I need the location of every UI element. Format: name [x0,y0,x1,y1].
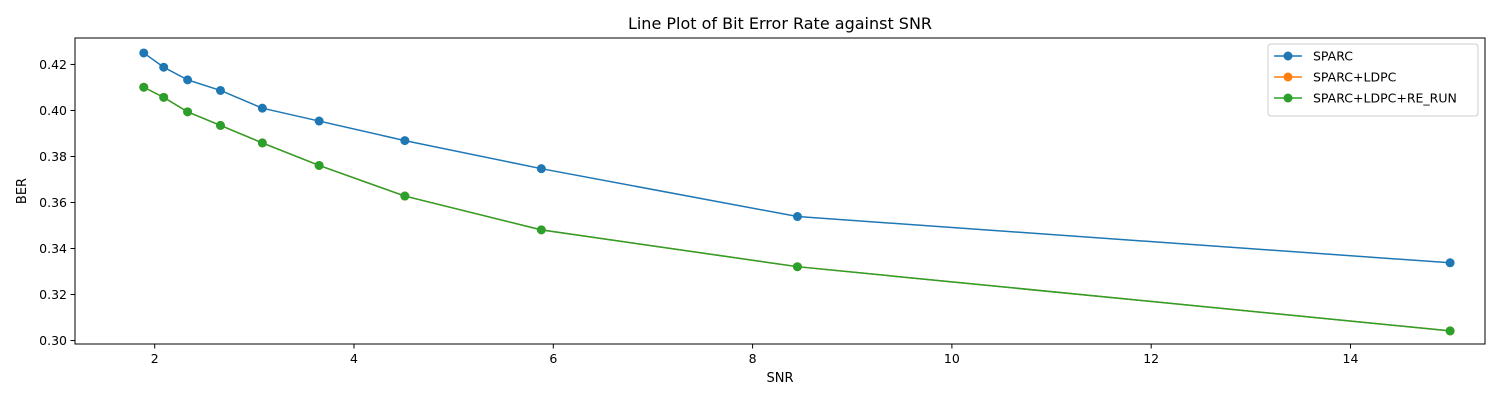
y-tick-label: 0.40 [39,103,67,118]
data-point-sparc-ldpc-re-run [1445,326,1455,336]
y-tick-label: 0.34 [39,241,67,256]
data-point-sparc [183,75,193,85]
legend-marker [1283,93,1293,103]
series-line-sparc [143,52,1451,264]
data-point-sparc-ldpc-re-run [215,120,225,130]
data-point-sparc [536,164,546,174]
x-tick-label: 12 [1143,351,1159,366]
x-tick-label: 2 [151,351,159,366]
x-tick-label: 8 [749,351,757,366]
chart-title: Line Plot of Bit Error Rate against SNR [628,14,932,33]
data-point-sparc-ldpc-re-run [536,225,546,235]
series-sparc [139,48,1455,268]
legend-marker [1283,72,1293,82]
series-line-sparc-ldpc-re-run [143,86,1451,332]
data-point-sparc-ldpc-re-run [792,262,802,272]
legend-box [1267,43,1479,117]
legend-entry: SPARC+LDPC+RE_RUN [1274,91,1457,106]
x-tick-label: 14 [1343,351,1359,366]
data-point-sparc [215,85,225,95]
legend-label: SPARC+LDPC [1313,70,1397,85]
legend-label: SPARC+LDPC+RE_RUN [1313,91,1457,106]
x-axis-title: SNR [766,371,793,386]
y-axis-title: BER [15,178,30,204]
data-point-sparc-ldpc-re-run [159,92,169,102]
legend-label: SPARC [1313,49,1353,64]
legend-marker [1283,51,1293,61]
x-tick-label: 10 [944,351,960,366]
series-group [139,48,1455,336]
data-point-sparc-ldpc-re-run [183,107,193,117]
legend-entry: SPARC+LDPC [1274,70,1397,85]
plot-frame [74,37,1486,345]
y-tick-label: 0.30 [39,333,67,348]
axis-ticks: 2 4 6 8 10 12 14 0.30 0.32 0.34 0.36 0.38 0.40 0.42 [39,57,1358,366]
data-point-sparc-ldpc-re-run [257,138,267,148]
legend: SPARC SPARC+LDPC SPARC+LDPC+RE_RUN [1267,43,1479,117]
data-point-sparc [159,62,169,72]
data-point-sparc [314,116,324,126]
series-sparc-ldpc-re-run [139,82,1455,336]
data-point-sparc [1445,258,1455,268]
y-tick-label: 0.36 [39,195,67,210]
x-tick-label: 6 [549,351,557,366]
data-point-sparc [400,136,410,146]
y-tick-label: 0.38 [39,149,67,164]
data-point-sparc-ldpc-re-run [139,82,149,92]
data-point-sparc [139,48,149,58]
data-point-sparc [257,103,267,113]
x-tick-label: 4 [350,351,358,366]
data-point-sparc-ldpc-re-run [400,191,410,201]
y-tick-label: 0.32 [39,287,67,302]
legend-entry: SPARC [1274,49,1353,64]
y-tick-label: 0.42 [39,57,67,72]
data-point-sparc-ldpc-re-run [314,160,324,170]
data-point-sparc [792,212,802,222]
